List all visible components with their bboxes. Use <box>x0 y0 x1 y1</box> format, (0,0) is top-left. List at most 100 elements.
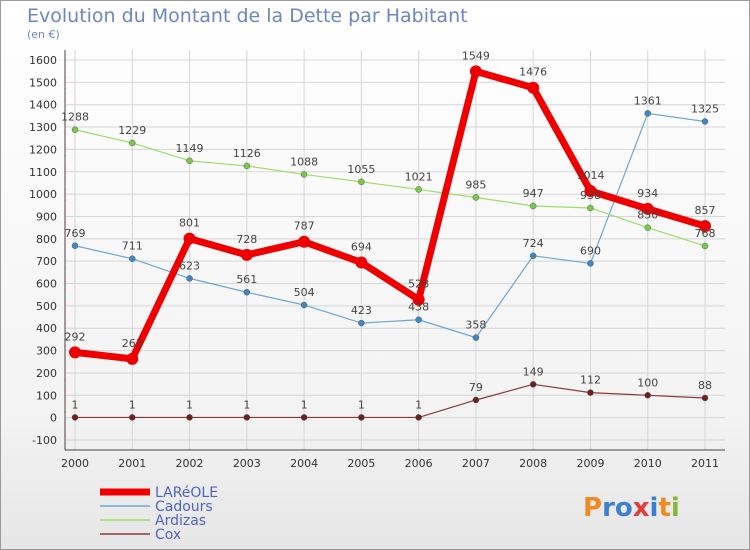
data-point-laréole <box>699 220 711 233</box>
data-point-cox <box>243 414 251 421</box>
y-minor-tick <box>64 98 66 101</box>
data-label-ardizas: 1021 <box>405 170 433 183</box>
y-tick-label: 1600 <box>29 54 57 67</box>
x-tick-label: 2009 <box>576 457 604 470</box>
data-label-cadours: 438 <box>408 301 429 314</box>
chart-title: Evolution du Montant de la Dette par Hab… <box>27 5 468 27</box>
data-label-cox: 1 <box>358 398 365 411</box>
data-label-ardizas: 1126 <box>233 147 261 160</box>
data-label-cadours: 724 <box>523 237 544 250</box>
y-tick-label: 200 <box>36 367 57 380</box>
data-point-cox <box>415 414 422 421</box>
y-tick-label: 1200 <box>29 143 57 156</box>
data-point-cadours <box>529 252 537 260</box>
data-point-cox <box>701 394 709 402</box>
data-point-laréole <box>240 248 253 261</box>
data-point-cox <box>644 392 651 399</box>
y-tick-label: 1000 <box>29 188 57 201</box>
data-point-cadours <box>587 260 594 267</box>
logo-letter: t <box>658 493 670 523</box>
data-point-laréole <box>527 81 540 94</box>
y-minor-tick <box>64 400 66 403</box>
y-minor-tick <box>64 110 66 112</box>
data-label-cadours: 711 <box>122 240 143 253</box>
y-minor-tick <box>64 221 66 224</box>
data-point-cox <box>71 414 79 421</box>
y-minor-tick <box>64 165 66 168</box>
y-minor-tick <box>64 300 66 302</box>
data-label-cox: 1 <box>243 398 250 411</box>
y-tick-label: 600 <box>36 278 57 291</box>
data-point-ardizas <box>644 224 651 231</box>
legend-label-cox: Cox <box>155 527 181 543</box>
data-point-laréole <box>126 352 139 365</box>
y-tick-label: 1400 <box>29 99 57 112</box>
data-label-ardizas: 768 <box>695 227 716 240</box>
y-minor-tick <box>64 65 66 67</box>
y-minor-tick <box>64 355 66 358</box>
data-label-ardizas: 1088 <box>290 155 318 168</box>
y-tick-label: 300 <box>36 345 57 358</box>
data-point-ardizas <box>415 186 422 193</box>
data-label-laréole: 787 <box>294 220 315 233</box>
data-point-cox <box>300 414 308 421</box>
y-minor-tick <box>64 132 66 135</box>
data-point-ardizas <box>129 139 136 147</box>
data-label-cadours: 1361 <box>634 94 662 107</box>
data-label-cadours: 423 <box>351 304 372 317</box>
x-tick-label: 2000 <box>61 457 89 470</box>
data-label-laréole: 528 <box>408 278 429 291</box>
data-label-laréole: 263 <box>122 337 143 350</box>
chart-subtitle: (en €) <box>27 28 60 41</box>
x-tick-label: 2005 <box>347 457 375 470</box>
data-point-ardizas <box>71 126 79 133</box>
data-point-laréole <box>183 232 196 245</box>
y-minor-tick <box>64 367 66 369</box>
data-label-laréole: 934 <box>637 187 658 200</box>
x-tick-label: 2007 <box>462 457 490 470</box>
data-point-cadours <box>701 118 709 125</box>
series-layer <box>69 65 711 421</box>
data-point-ardizas <box>186 157 193 165</box>
data-point-laréole <box>469 65 482 78</box>
y-tick-label: -100 <box>32 434 57 447</box>
legend-label-cadours: Cadours <box>155 499 213 515</box>
y-minor-tick <box>64 322 66 325</box>
data-point-cadours <box>243 288 251 296</box>
data-point-ardizas <box>300 171 308 178</box>
y-minor-tick <box>64 121 66 123</box>
x-tick-label: 2011 <box>691 457 719 470</box>
logo-letter: i <box>650 493 659 523</box>
data-point-cox <box>587 389 594 396</box>
data-label-cadours: 623 <box>179 259 200 272</box>
data-point-cadours <box>472 334 480 341</box>
y-minor-tick <box>64 389 66 392</box>
data-point-cadours <box>644 110 651 117</box>
series-line-cadours <box>74 112 706 339</box>
y-minor-tick <box>64 76 66 79</box>
x-tick-label: 2001 <box>118 457 146 470</box>
data-label-laréole: 728 <box>236 233 257 246</box>
y-minor-tick <box>64 344 66 347</box>
y-tick-label: 1300 <box>29 121 57 134</box>
data-point-laréole <box>355 256 368 269</box>
data-point-cox <box>358 414 365 421</box>
data-label-laréole: 1549 <box>462 49 490 62</box>
x-tick-label: 2006 <box>405 457 433 470</box>
y-minor-tick <box>64 244 66 246</box>
data-label-cox: 112 <box>580 374 601 387</box>
y-tick-label: 400 <box>36 322 57 335</box>
data-point-cadours <box>415 316 422 323</box>
logo-text: Proxiti <box>583 493 680 523</box>
data-point-cox <box>472 396 480 404</box>
logo-letter: i <box>671 493 680 523</box>
data-label-cadours: 690 <box>580 244 601 257</box>
logo-letter: P <box>583 493 602 523</box>
data-label-laréole: 292 <box>65 330 86 343</box>
data-label-cadours: 504 <box>294 286 315 299</box>
data-label-laréole: 801 <box>179 217 200 230</box>
data-label-cox: 1 <box>129 398 136 411</box>
